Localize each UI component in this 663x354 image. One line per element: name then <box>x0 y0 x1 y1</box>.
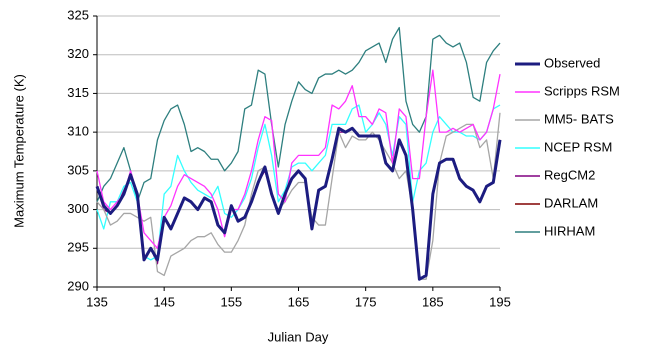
y-tick-label: 315 <box>67 85 89 100</box>
legend-label: RegCM2 <box>544 167 595 182</box>
legend-label: NCEP RSM <box>544 139 612 154</box>
x-tick-label: 145 <box>153 294 175 309</box>
legend-label: Scripps RSM <box>544 83 620 98</box>
series-line <box>96 104 501 261</box>
series-line <box>95 126 502 281</box>
x-tick-label: 175 <box>355 294 377 309</box>
y-tick-label: 290 <box>67 278 89 293</box>
x-tick-label: 165 <box>288 294 310 309</box>
y-tick-label: 300 <box>67 201 89 216</box>
legend-label: MM5- BATS <box>544 111 614 126</box>
series-line <box>96 26 501 203</box>
x-axis-label: Julian Day <box>268 329 329 344</box>
legend-label: HIRHAM <box>544 223 595 238</box>
legend-label: Observed <box>544 55 600 70</box>
y-axis-label: Maximum Temperature (K) <box>11 74 26 228</box>
y-tick-label: 320 <box>67 46 89 61</box>
x-tick-label: 135 <box>86 294 108 309</box>
y-tick-label: 295 <box>67 240 89 255</box>
x-tick-label: 195 <box>489 294 511 309</box>
series-line <box>96 112 501 280</box>
y-tick-label: 310 <box>67 124 89 139</box>
x-tick-label: 185 <box>422 294 444 309</box>
legend-label: DARLAM <box>544 195 598 210</box>
series-line <box>96 69 501 249</box>
x-tick-label: 155 <box>220 294 242 309</box>
y-tick-label: 305 <box>67 162 89 177</box>
y-tick-label: 325 <box>67 7 89 22</box>
